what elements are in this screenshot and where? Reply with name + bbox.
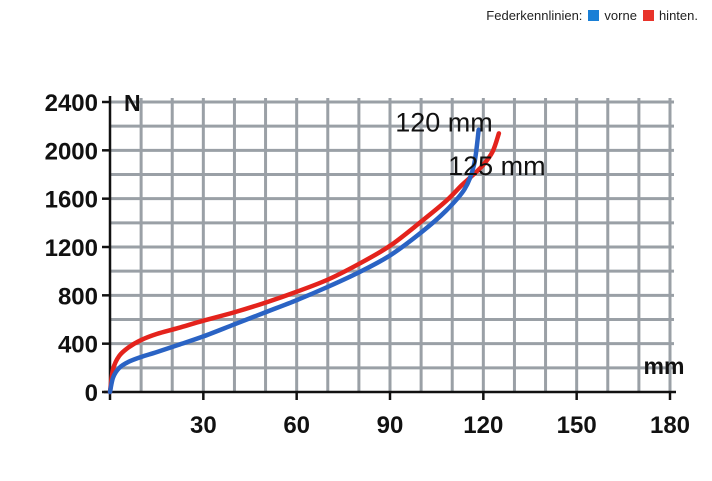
y-tick-label: 2000 [45,138,98,165]
x-tick-label: 30 [190,412,217,439]
x-tick-label: 120 [463,412,503,439]
x-tick-label: 180 [650,412,690,439]
legend-swatch-hinten [642,10,654,21]
legend-label-hinten: hinten. [658,8,698,23]
x-tick-label: 150 [557,412,597,439]
x-tick-label: 60 [283,412,310,439]
legend-swatch-vorne [588,10,600,21]
y-tick-label: 1600 [45,187,98,214]
y-tick-label: 1200 [45,235,98,262]
series-line-hinten [107,131,502,395]
legend-title: Federkennlinien: [486,8,583,23]
x-tick-label: 90 [377,412,404,439]
y-axis-label: N [124,90,141,116]
annotation-120mm: 120 mm [395,107,493,137]
legend-label-vorne: vorne [604,8,637,23]
y-tick-label: 400 [58,332,98,359]
legend: Federkennlinien: vorne hinten. [486,8,698,23]
y-tick-label: 2400 [45,90,98,117]
x-axis-label: mm [644,353,685,379]
y-tick-label: 0 [85,380,98,407]
axes [102,96,676,400]
annotation-125mm: 125 mm [448,151,546,181]
series-line-vorne [107,127,481,395]
series-lines [107,127,502,395]
tick-labels: 0 400 800 1200 1600 2000 2400 30 60 90 120 150 180 [45,90,690,439]
grid [110,98,674,392]
y-tick-label: 800 [58,283,98,310]
